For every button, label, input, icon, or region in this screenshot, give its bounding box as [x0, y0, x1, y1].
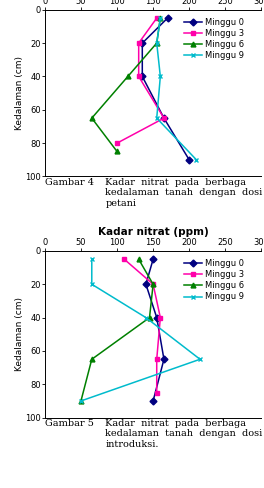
Minggu 0 [166, 15, 169, 21]
Minggu 6 [155, 40, 158, 46]
Minggu 9 [79, 398, 83, 404]
Minggu 0 [141, 40, 144, 46]
Minggu 6 [137, 256, 140, 262]
Minggu 9 [90, 281, 93, 287]
Minggu 9 [199, 356, 202, 362]
Y-axis label: Kedalaman (cm): Kedalaman (cm) [15, 297, 23, 371]
Minggu 3 [155, 356, 158, 362]
Minggu 3 [137, 74, 140, 80]
Legend: Minggu 0, Minggu 3, Minggu 6, Minggu 9: Minggu 0, Minggu 3, Minggu 6, Minggu 9 [183, 17, 245, 61]
Minggu 6 [159, 15, 162, 21]
Y-axis label: Kedalaman (cm): Kedalaman (cm) [15, 56, 23, 130]
Minggu 3 [155, 390, 158, 396]
Minggu 0 [152, 256, 155, 262]
Minggu 3 [162, 115, 166, 121]
Minggu 0 [152, 398, 155, 404]
Minggu 0 [155, 315, 158, 321]
Minggu 6 [115, 148, 119, 154]
Minggu 0 [188, 157, 191, 163]
Minggu 9 [144, 315, 148, 321]
Line: Minggu 0: Minggu 0 [143, 257, 166, 404]
Minggu 9 [155, 115, 158, 121]
Minggu 9 [159, 15, 162, 21]
Minggu 3 [137, 40, 140, 46]
Minggu 0 [141, 74, 144, 80]
Text: Gambar 4: Gambar 4 [45, 178, 94, 187]
Line: Minggu 6: Minggu 6 [89, 16, 163, 154]
Minggu 6 [126, 74, 129, 80]
Minggu 3 [123, 256, 126, 262]
Minggu 3 [115, 140, 119, 146]
Minggu 9 [195, 157, 198, 163]
Line: Minggu 9: Minggu 9 [154, 16, 199, 162]
Minggu 0 [162, 356, 166, 362]
Minggu 9 [155, 40, 158, 46]
Line: Minggu 6: Minggu 6 [78, 257, 155, 404]
Minggu 0 [162, 115, 166, 121]
Minggu 6 [152, 281, 155, 287]
Text: Kadar  nitrat  pada  berbaga
kedalaman  tanah  dengan  dosi
introduksi.: Kadar nitrat pada berbaga kedalaman tana… [106, 419, 263, 449]
Line: Minggu 3: Minggu 3 [122, 257, 163, 395]
Line: Minggu 9: Minggu 9 [78, 257, 202, 404]
Minggu 6 [148, 315, 151, 321]
Text: Gambar 5: Gambar 5 [45, 419, 94, 428]
Minggu 3 [155, 15, 158, 21]
Minggu 6 [90, 115, 93, 121]
X-axis label: Kadar nitrat (ppm): Kadar nitrat (ppm) [98, 227, 209, 237]
Minggu 6 [90, 356, 93, 362]
Line: Minggu 0: Minggu 0 [140, 16, 192, 162]
Line: Minggu 3: Minggu 3 [115, 16, 166, 145]
Minggu 9 [90, 256, 93, 262]
Minggu 9 [159, 74, 162, 80]
Text: Kadar  nitrat  pada  berbaga
kedalaman  tanah  dengan  dosi
petani: Kadar nitrat pada berbaga kedalaman tana… [106, 178, 263, 207]
Minggu 3 [159, 315, 162, 321]
Minggu 0 [144, 281, 148, 287]
Minggu 3 [152, 281, 155, 287]
Minggu 6 [79, 398, 83, 404]
Legend: Minggu 0, Minggu 3, Minggu 6, Minggu 9: Minggu 0, Minggu 3, Minggu 6, Minggu 9 [183, 259, 245, 303]
